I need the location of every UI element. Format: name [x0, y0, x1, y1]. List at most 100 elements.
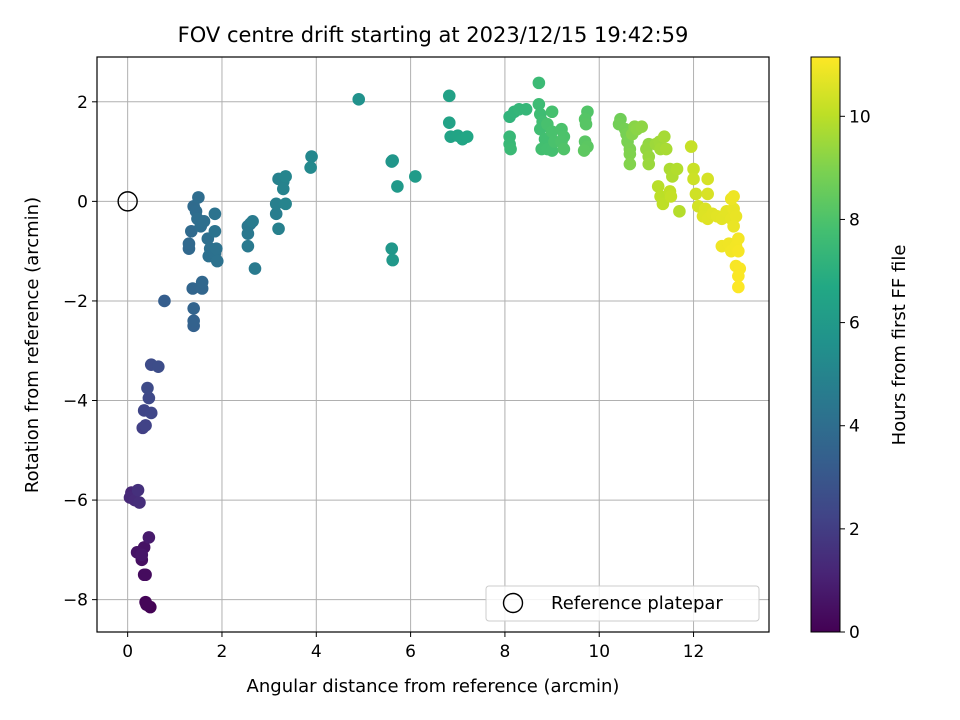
x-tick-label: 0 — [122, 642, 133, 662]
data-point — [248, 262, 262, 275]
data-point — [140, 598, 153, 611]
x-axis-ticks: 0 2 4 6 8 10 12 — [122, 632, 704, 662]
data-point — [241, 227, 255, 241]
data-point — [135, 548, 149, 562]
data-point — [186, 282, 200, 295]
legend: Reference platepar — [485, 585, 760, 622]
data-point — [208, 224, 222, 238]
data-point — [409, 170, 422, 183]
data-point — [246, 214, 259, 228]
data-point — [144, 406, 158, 420]
colorbar-tick-label: 6 — [849, 314, 860, 334]
colorbar-tick-label: 8 — [849, 210, 860, 230]
colorbar-tick-label: 10 — [849, 107, 871, 127]
y-tick-label: −4 — [63, 392, 88, 412]
x-axis-label: Angular distance from reference (arcmin) — [247, 676, 620, 697]
data-point — [142, 391, 156, 405]
data-point — [658, 130, 671, 143]
colorbar-ticks: 0 2 4 6 8 10 — [840, 107, 871, 643]
x-tick-label: 8 — [500, 642, 511, 662]
data-point — [687, 172, 700, 186]
data-point — [187, 314, 200, 328]
data-point — [684, 140, 698, 153]
data-point — [664, 190, 678, 203]
data-point — [386, 154, 399, 167]
data-point — [210, 254, 224, 268]
data-point — [352, 93, 366, 106]
y-tick-label: −8 — [63, 591, 88, 611]
data-point — [241, 239, 255, 253]
data-point — [732, 280, 745, 294]
data-point — [195, 275, 209, 289]
data-point — [623, 157, 637, 171]
data-point — [139, 568, 152, 582]
data-point — [158, 294, 171, 308]
data-point — [269, 207, 283, 221]
data-point — [385, 242, 399, 255]
data-point — [210, 242, 223, 255]
x-tick-label: 4 — [311, 642, 322, 662]
data-point — [133, 496, 146, 509]
reference-marker — [117, 191, 138, 212]
data-point — [197, 214, 211, 228]
colorbar: 0 2 4 6 8 10 Hours from first FF file — [810, 56, 910, 643]
data-point — [386, 253, 399, 267]
data-point — [727, 190, 740, 203]
data-point — [545, 105, 559, 119]
data-point — [208, 207, 222, 221]
x-tick-label: 2 — [217, 642, 228, 662]
data-point — [391, 180, 404, 193]
data-point — [272, 222, 285, 236]
data-point — [545, 125, 559, 138]
plot-area-frame — [96, 56, 770, 633]
legend-marker-reference — [502, 592, 524, 614]
data-point — [689, 187, 703, 201]
data-point — [635, 120, 648, 133]
data-point — [579, 117, 593, 131]
colorbar-gradient — [810, 56, 841, 633]
colorbar-label: Hours from first FF file — [889, 245, 910, 446]
data-points — [117, 76, 747, 614]
data-point — [557, 142, 571, 156]
data-point — [131, 483, 145, 497]
data-point — [673, 205, 686, 218]
data-point — [305, 150, 318, 163]
x-tick-label: 12 — [683, 642, 705, 662]
data-point — [304, 161, 317, 174]
x-tick-label: 10 — [588, 642, 610, 662]
data-point — [701, 172, 714, 186]
data-point — [670, 162, 684, 176]
y-tick-label: 0 — [77, 192, 88, 212]
colorbar-tick-label: 0 — [849, 623, 860, 643]
data-point — [623, 147, 637, 161]
data-point — [659, 142, 673, 156]
y-tick-label: 2 — [77, 93, 88, 113]
data-point — [442, 89, 456, 103]
data-point — [152, 360, 165, 373]
y-axis-ticks: −8 −6 −4 −2 0 2 — [63, 93, 97, 611]
data-point — [185, 224, 198, 238]
data-point — [532, 97, 546, 111]
data-point — [504, 142, 517, 156]
data-point — [656, 197, 670, 211]
data-point — [732, 244, 745, 258]
data-point — [442, 116, 456, 130]
data-point — [701, 187, 714, 201]
data-point — [732, 232, 745, 246]
data-point — [642, 157, 656, 171]
chart-title: FOV centre drift starting at 2023/12/15 … — [178, 23, 689, 47]
x-tick-label: 6 — [405, 642, 416, 662]
data-point — [687, 162, 700, 176]
data-point — [142, 531, 156, 544]
data-point — [729, 210, 743, 223]
colorbar-tick-label: 4 — [849, 417, 860, 437]
data-point — [192, 191, 205, 204]
data-point — [732, 269, 745, 283]
data-point — [141, 381, 154, 395]
y-tick-label: −6 — [63, 491, 88, 511]
y-tick-label: −2 — [63, 292, 88, 312]
data-point — [279, 170, 292, 183]
data-point — [139, 419, 152, 432]
data-point — [532, 76, 546, 90]
